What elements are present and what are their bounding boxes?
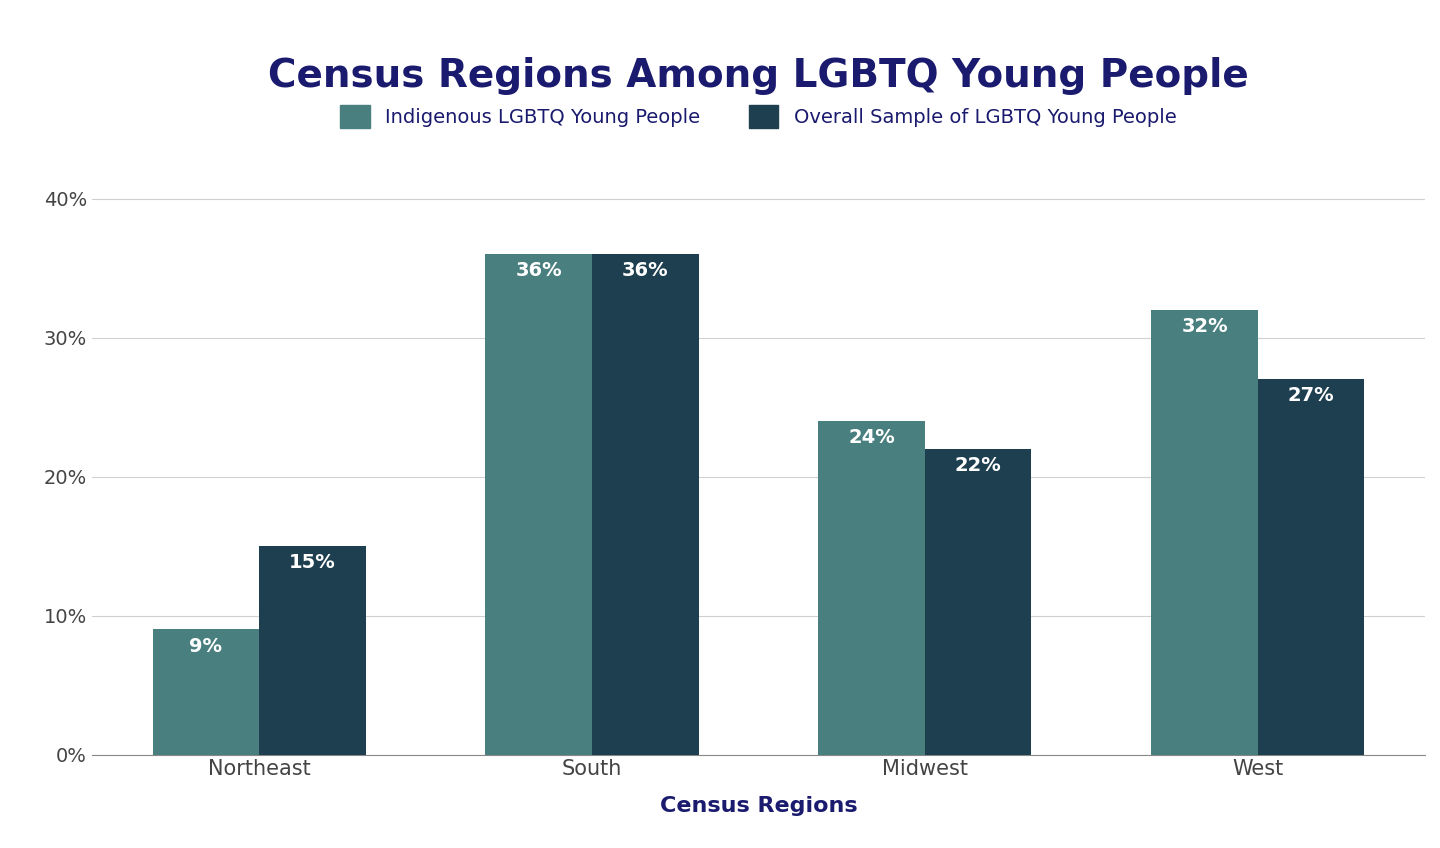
Text: 15%: 15% (289, 553, 336, 572)
Bar (153, 629, 259, 755)
Title: Census Regions Among LGBTQ Young People: Census Regions Among LGBTQ Young People (268, 58, 1248, 96)
Text: 36%: 36% (622, 261, 668, 281)
Text: 27%: 27% (1287, 387, 1335, 405)
Text: 22%: 22% (955, 456, 1002, 475)
Bar (259, 546, 366, 755)
Bar (924, 449, 1031, 755)
Text: 32%: 32% (1181, 317, 1228, 336)
Bar (592, 254, 698, 755)
Text: 36%: 36% (516, 261, 562, 281)
Text: 9%: 9% (189, 637, 222, 656)
Bar (1152, 310, 1259, 755)
Bar (818, 421, 924, 755)
Bar (485, 254, 592, 755)
X-axis label: Census Regions: Census Regions (660, 796, 857, 816)
Legend: Indigenous LGBTQ Young People, Overall Sample of LGBTQ Young People: Indigenous LGBTQ Young People, Overall S… (340, 104, 1176, 128)
Text: 24%: 24% (848, 428, 896, 447)
Bar (1259, 379, 1365, 755)
